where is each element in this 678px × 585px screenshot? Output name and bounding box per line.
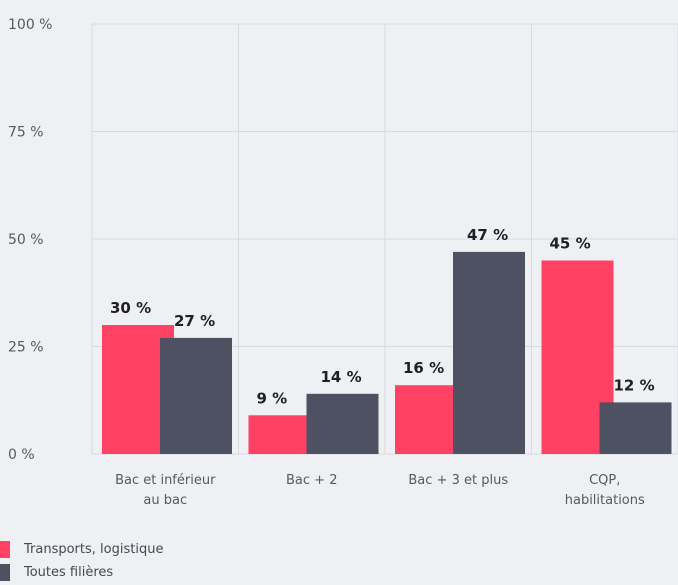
x-tick-label: Bac + 3 et plus [408,473,508,488]
data-label: 47 % [467,226,508,244]
y-tick-label: 75 % [8,125,44,141]
y-tick-label: 100 % [8,17,52,33]
y-tick-label: 50 % [8,232,44,248]
bar-chart: 0 % 25 % 50 % 75 % 100 % 30 % 27 % Bac et infér… [8,17,678,508]
x-tick-label: CQP, [589,473,620,488]
data-label: 16 % [403,359,444,377]
legend-swatch [0,564,10,581]
bar-toutes-filieres [453,251,525,454]
legend-item-toutes-filieres[interactable]: Toutes filières [0,561,163,584]
data-label: 14 % [321,368,362,386]
y-tick-label: 0 % [8,447,35,463]
x-tick-label: Bac + 2 [286,473,337,488]
legend-swatch [0,541,10,558]
bar-toutes-filieres [160,337,232,454]
data-label: 27 % [174,312,215,330]
bar-toutes-filieres [306,393,379,454]
data-label: 45 % [550,235,591,253]
data-label: 9 % [257,389,288,407]
legend: Transports, logistique Toutes filières [0,538,163,584]
bar-toutes-filieres [599,402,672,454]
legend-item-transports[interactable]: Transports, logistique [0,538,163,561]
x-tick-label: habilitations [565,493,645,508]
legend-label: Transports, logistique [24,542,164,557]
data-label: 12 % [614,376,655,394]
x-tick-label: au bac [143,493,187,508]
legend-label: Toutes filières [24,565,114,580]
x-tick-label: Bac et inférieur [115,473,216,488]
data-label: 30 % [110,299,151,317]
y-tick-label: 25 % [8,340,44,356]
